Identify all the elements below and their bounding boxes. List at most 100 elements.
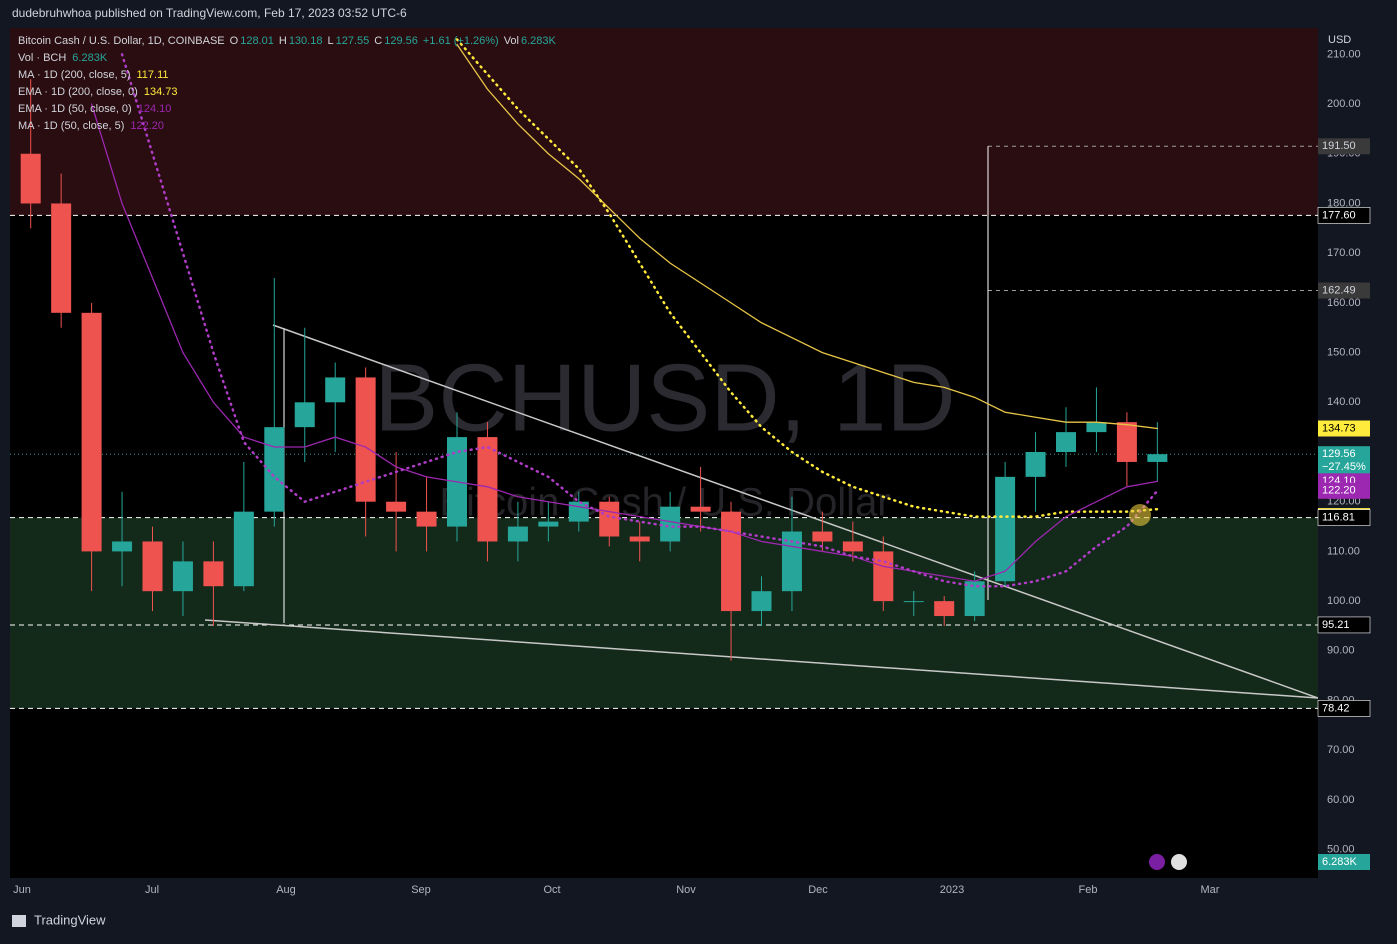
candle-body — [233, 511, 254, 587]
trendline — [272, 324, 1318, 699]
candle-body — [294, 402, 315, 428]
indicator-line — [456, 43, 1158, 430]
price-label-box — [1318, 138, 1370, 155]
vol-key: Vol — [504, 35, 519, 47]
x-tick-label: Jul — [145, 884, 159, 896]
y-tick-label: 180.00 — [1327, 197, 1361, 209]
legend-change: +1.61 (+1.26%) — [423, 35, 499, 47]
y-tick-label: 210.00 — [1327, 48, 1361, 60]
volume-label-box — [1318, 854, 1370, 870]
x-tick-label: 2023 — [940, 884, 964, 896]
x-tick-label: Dec — [808, 884, 828, 896]
price-label-box — [1317, 509, 1371, 526]
price-label-box — [1318, 482, 1370, 499]
support-zone — [10, 517, 1318, 709]
price-label-box — [1318, 282, 1370, 299]
indicator-value: 6.283K — [72, 52, 108, 64]
indicator-name: MA · 1D (50, close, 5) — [18, 120, 124, 132]
x-tick-label: Sep — [411, 884, 431, 896]
flash-icon[interactable] — [1149, 854, 1165, 870]
price-label: 129.56 — [1322, 448, 1356, 460]
vol-value: 6.283K — [521, 35, 557, 47]
ohlc-value: 129.56 — [384, 35, 418, 47]
axis-unit: USD — [1328, 34, 1351, 46]
indicator-name: MA · 1D (200, close, 5) — [18, 69, 131, 81]
indicator-line — [90, 103, 1158, 582]
highlight — [1129, 504, 1151, 526]
candle-body — [203, 561, 224, 587]
indicator-value: 134.73 — [144, 86, 178, 98]
candle-body — [20, 153, 41, 204]
ohlc-key: L — [327, 35, 333, 47]
legend-symbol: Bitcoin Cash / U.S. Dollar, 1D, COINBASE — [18, 35, 225, 47]
indicator-value: 122.20 — [130, 120, 164, 132]
candle-body — [781, 531, 802, 592]
x-tick-label: Mar — [1201, 884, 1220, 896]
candle-body — [599, 501, 620, 537]
y-tick-label: 200.00 — [1327, 98, 1361, 110]
indicator-name: EMA · 1D (50, close, 0) — [18, 103, 132, 115]
candle-body — [751, 591, 772, 612]
price-label-box — [1317, 700, 1371, 717]
price-label: 134.73 — [1322, 422, 1356, 434]
candle-body — [1025, 452, 1046, 477]
watermark: BCHUSD, 1D — [374, 344, 955, 451]
y-tick-label: 140.00 — [1327, 396, 1361, 408]
candle-body — [812, 531, 833, 542]
candle-body — [690, 506, 711, 512]
price-label: 78.42 — [1322, 702, 1350, 714]
ohlc-value: 128.01 — [240, 35, 274, 47]
price-label: 162.49 — [1322, 284, 1356, 296]
publisher: dudebruhwhoa published on TradingView.co… — [12, 6, 407, 20]
ohlc-value: 127.55 — [336, 35, 370, 47]
candle-body — [507, 526, 528, 542]
y-tick-label: 100.00 — [1327, 595, 1361, 607]
indicator-value: 124.10 — [138, 103, 172, 115]
candle-body — [386, 501, 407, 512]
candle-body — [51, 203, 72, 313]
candle-body — [416, 511, 437, 527]
candle-body — [1147, 454, 1168, 462]
price-change: −27.45% — [1322, 461, 1366, 473]
x-tick-label: Feb — [1079, 884, 1098, 896]
candle-body — [538, 521, 559, 527]
y-tick-label: 70.00 — [1327, 744, 1355, 756]
y-tick-label: 110.00 — [1327, 545, 1360, 557]
y-tick-label: 170.00 — [1327, 247, 1361, 259]
candle-body — [325, 377, 346, 403]
ohlc-value: 130.18 — [289, 35, 323, 47]
candle-body — [142, 541, 163, 592]
price-label-box — [1317, 207, 1371, 224]
y-tick-label: 150.00 — [1327, 346, 1361, 358]
price-label-box — [1318, 420, 1370, 437]
candle-body — [81, 312, 102, 552]
candle-body — [264, 427, 285, 512]
candle-body — [842, 541, 863, 552]
overlay: USD50.0060.0070.0080.0090.00100.00110.00… — [13, 34, 1371, 896]
candle-body — [1056, 432, 1076, 453]
flag-icon[interactable] — [1171, 854, 1187, 870]
ohlc-key: O — [230, 35, 239, 47]
candle-body — [964, 581, 985, 617]
x-tick-label: Aug — [276, 884, 296, 896]
candle-body — [721, 511, 742, 612]
price-label-box — [1317, 616, 1371, 634]
indicator-line — [120, 53, 1159, 588]
candle-body — [355, 377, 376, 502]
volume-label: 6.283K — [1322, 856, 1358, 868]
candle-body — [568, 501, 589, 522]
resistance-zone — [10, 28, 1318, 216]
y-tick-label: 60.00 — [1327, 794, 1355, 806]
candle-body — [477, 437, 498, 542]
candle-body — [172, 561, 193, 592]
x-tick-label: Nov — [676, 884, 696, 896]
y-tick-label: 160.00 — [1327, 297, 1361, 309]
y-tick-label: 90.00 — [1327, 645, 1355, 657]
ohlc-key: C — [374, 35, 382, 47]
candle-body — [995, 476, 1016, 582]
brand-logo — [12, 915, 26, 927]
x-tick-label: Oct — [543, 884, 560, 896]
price-label: 177.60 — [1322, 209, 1356, 221]
